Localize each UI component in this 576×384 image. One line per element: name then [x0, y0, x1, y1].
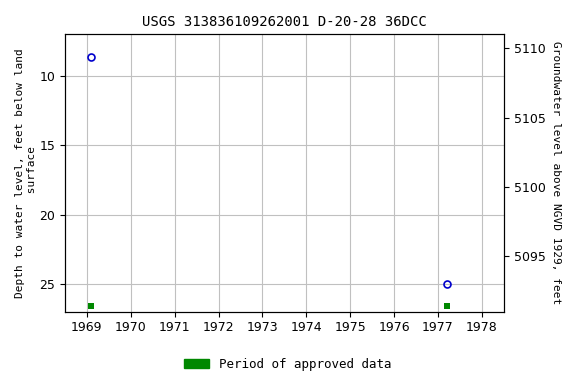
- Legend: Period of approved data: Period of approved data: [179, 353, 397, 376]
- Title: USGS 313836109262001 D-20-28 36DCC: USGS 313836109262001 D-20-28 36DCC: [142, 15, 427, 29]
- Y-axis label: Groundwater level above NGVD 1929, feet: Groundwater level above NGVD 1929, feet: [551, 41, 561, 305]
- Y-axis label: Depth to water level, feet below land
 surface: Depth to water level, feet below land su…: [15, 48, 37, 298]
